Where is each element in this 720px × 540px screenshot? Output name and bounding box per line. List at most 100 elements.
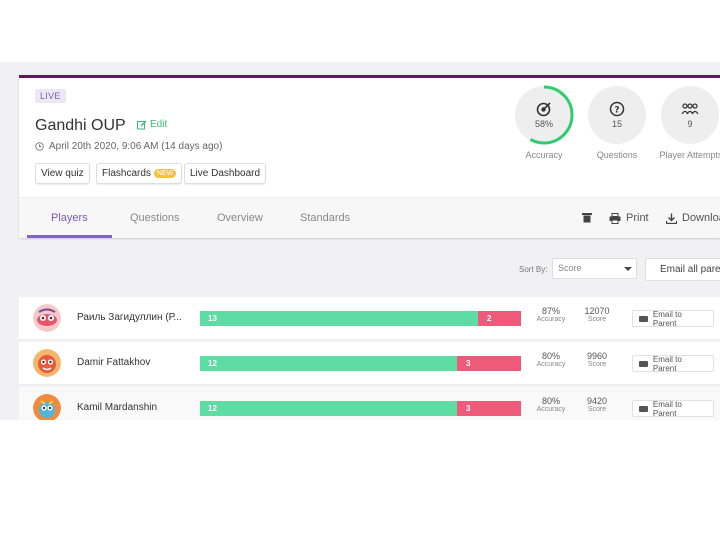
accuracy-value: 80% (541, 351, 560, 361)
player-avatar (33, 394, 61, 420)
print-icon (609, 212, 621, 224)
accuracy-label: Accuracy (525, 150, 563, 160)
quiz-date-row: April 20th 2020, 9:06 AM (14 days ago) (35, 141, 222, 152)
player-accuracy: 80% Accuracy (531, 351, 571, 368)
tab-standards[interactable]: Standards (300, 212, 351, 224)
accuracy-value: 80% (541, 396, 560, 406)
quiz-title: Gandhi OUP (35, 117, 126, 134)
score-caption: Score (587, 361, 607, 368)
accuracy-ring (514, 85, 574, 145)
envelope-icon (639, 315, 648, 322)
email-parent-label: Email to Parent (652, 399, 682, 418)
score-value: 9420 (586, 396, 608, 406)
player-score: 9960 Score (577, 351, 617, 368)
player-progress-bar: 12 3 (200, 356, 521, 371)
questions-label: Questions (596, 150, 638, 160)
players-icon (681, 103, 699, 115)
player-row[interactable]: Kamil Mardanshin 12 3 80% Accuracy 9420 … (19, 387, 720, 420)
flashcards-button[interactable]: Flashcards NEW (96, 163, 183, 184)
questions-stat: ? 15 (588, 86, 646, 144)
trash-icon (582, 213, 592, 223)
accuracy-stat: 58% (514, 85, 574, 145)
question-icon: ? (609, 101, 625, 117)
app-screenshot: LIVE Gandhi OUP Edit April 20th 2020, 9:… (0, 62, 720, 420)
email-parent-label: Email to Parent (652, 309, 682, 328)
edit-link[interactable]: Edit (137, 119, 167, 130)
print-button[interactable]: Print (609, 212, 649, 224)
correct-count: 12 (208, 359, 217, 368)
live-dashboard-button[interactable]: Live Dashboard (184, 163, 267, 184)
correct-segment (200, 311, 478, 326)
tab-players[interactable]: Players (51, 212, 88, 224)
svg-text:?: ? (614, 106, 619, 116)
incorrect-count: 3 (466, 359, 471, 368)
player-name: Kamil Mardanshin (77, 402, 158, 413)
accuracy-value: 87% (541, 306, 560, 316)
incorrect-segment (457, 356, 521, 371)
view-quiz-button[interactable]: View quiz (35, 163, 90, 184)
tab-overview[interactable]: Overview (217, 212, 263, 224)
email-parent-label: Email to Parent (652, 354, 682, 373)
player-accuracy: 87% Accuracy (531, 306, 571, 323)
player-attempts-stat: 9 (661, 86, 719, 144)
player-row[interactable]: Раиль Загидуллин (Р... 13 2 87% Accuracy… (19, 297, 720, 340)
incorrect-segment (457, 401, 521, 416)
sort-label: Sort By: (519, 265, 548, 274)
correct-segment (200, 356, 457, 371)
player-row[interactable]: Damir Fattakhov 12 3 80% Accuracy 9960 S… (19, 342, 720, 385)
accuracy-caption: Accuracy (536, 406, 566, 413)
player-avatar (33, 349, 61, 377)
incorrect-count: 2 (487, 314, 492, 323)
clock-icon (35, 142, 44, 151)
view-quiz-label: View quiz (41, 168, 84, 179)
correct-count: 12 (208, 404, 217, 413)
score-value: 9960 (586, 351, 608, 361)
tab-questions[interactable]: Questions (130, 212, 180, 224)
edit-label: Edit (150, 119, 168, 130)
score-value: 12070 (584, 306, 610, 316)
live-dashboard-label: Live Dashboard (190, 168, 261, 179)
sort-value: Score (558, 263, 582, 273)
incorrect-segment (478, 311, 521, 326)
envelope-icon (639, 405, 648, 412)
chevron-down-icon (624, 267, 632, 271)
score-caption: Score (587, 316, 607, 323)
accuracy-value: 58% (534, 119, 553, 129)
print-label: Print (626, 212, 649, 224)
player-score: 12070 Score (577, 306, 617, 323)
questions-value: 15 (611, 119, 622, 129)
envelope-icon (639, 360, 648, 367)
email-parent-button[interactable]: Email to Parent (632, 354, 714, 373)
accuracy-caption: Accuracy (536, 316, 566, 323)
correct-count: 13 (208, 314, 217, 323)
player-attempts-label: Player Attempts (659, 150, 720, 160)
edit-icon (137, 119, 147, 129)
player-progress-bar: 12 3 (200, 401, 521, 416)
download-button[interactable]: Download (666, 212, 720, 224)
email-all-label: Email all parents (660, 264, 720, 275)
email-parent-button[interactable]: Email to Parent (632, 309, 714, 328)
score-caption: Score (587, 406, 607, 413)
player-avatar (33, 304, 61, 332)
quiz-date: April 20th 2020, 9:06 AM (14 days ago) (49, 141, 223, 152)
correct-segment (200, 401, 457, 416)
download-icon (666, 213, 677, 224)
player-attempts-value: 9 (687, 119, 693, 129)
player-name: Damir Fattakhov (77, 357, 151, 368)
active-tab-indicator (27, 235, 112, 238)
live-badge: LIVE (35, 89, 66, 103)
quiz-header-card: LIVE Gandhi OUP Edit April 20th 2020, 9:… (19, 75, 720, 238)
email-parent-button[interactable]: Email to Parent (632, 399, 714, 418)
email-all-parents-button[interactable]: Email all parents (645, 258, 720, 281)
player-progress-bar: 13 2 (200, 311, 521, 326)
download-label: Download (682, 212, 720, 224)
player-score: 9420 Score (577, 396, 617, 413)
accuracy-caption: Accuracy (536, 361, 566, 368)
target-icon (536, 102, 551, 117)
delete-button[interactable] (582, 212, 592, 223)
player-accuracy: 80% Accuracy (531, 396, 571, 413)
player-name: Раиль Загидуллин (Р... (77, 312, 182, 323)
new-badge: NEW (153, 169, 177, 178)
flashcards-label: Flashcards (102, 168, 151, 179)
sort-dropdown[interactable]: Score (552, 258, 637, 279)
